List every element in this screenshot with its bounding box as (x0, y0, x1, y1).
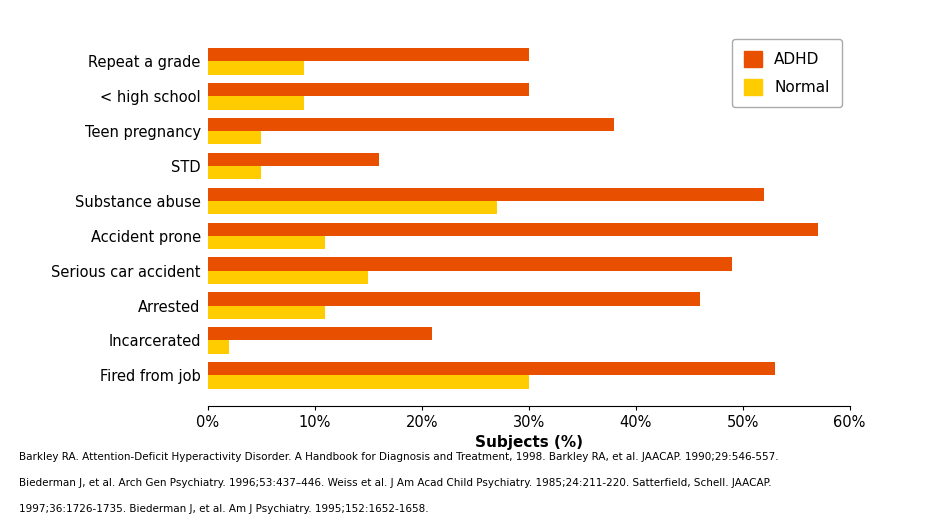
Bar (208, 118, 615, 131)
Bar (208, 306, 326, 319)
Bar (208, 61, 304, 75)
Bar (208, 188, 764, 201)
Text: 1997;36:1726-1735. Biederman J, et al. Am J Psychiatry. 1995;152:1652-1658.: 1997;36:1726-1735. Biederman J, et al. A… (19, 504, 429, 514)
Bar (208, 153, 379, 166)
Bar (208, 48, 529, 61)
Bar (208, 236, 326, 249)
Bar (208, 327, 432, 341)
Bar (208, 271, 368, 284)
X-axis label: Subjects (%): Subjects (%) (475, 435, 582, 450)
Bar (208, 96, 304, 110)
Legend: ADHD, Normal: ADHD, Normal (732, 39, 842, 108)
Bar (208, 83, 529, 96)
Bar (208, 375, 529, 388)
Bar (208, 201, 497, 214)
Text: Barkley RA. Attention-Deficit Hyperactivity Disorder. A Handbook for Diagnosis a: Barkley RA. Attention-Deficit Hyperactiv… (19, 452, 779, 462)
Bar (208, 292, 700, 306)
Bar (208, 257, 732, 271)
Bar (208, 223, 818, 236)
Bar (208, 166, 261, 179)
Bar (208, 131, 261, 145)
Bar (208, 341, 229, 354)
Bar (208, 362, 775, 375)
Text: Biederman J, et al. Arch Gen Psychiatry. 1996;53:437–446. Weiss et al. J Am Acad: Biederman J, et al. Arch Gen Psychiatry.… (19, 478, 771, 488)
